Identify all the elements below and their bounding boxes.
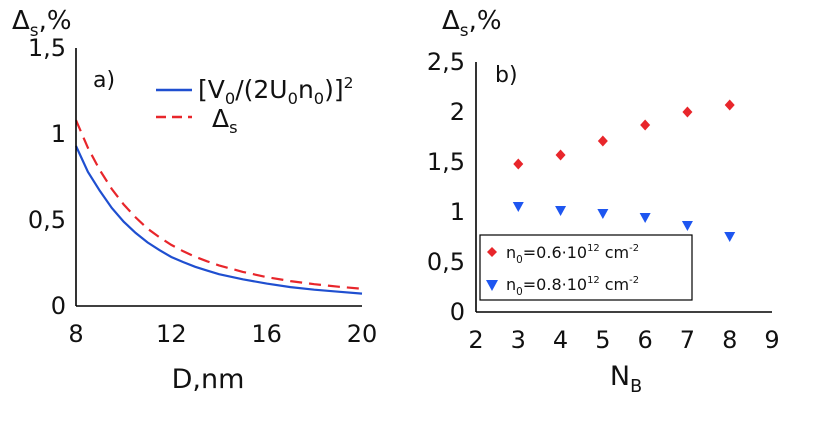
chart-b-xtick-label: 3: [511, 326, 526, 354]
chart-b-xtick-label: 9: [764, 326, 779, 354]
chart-a: Δs,% a) 0 0,5 1 1,5 8 12 16 20 D,nm [V0/(2U0n0…: [12, 6, 377, 395]
chart-b-y-ticks: 0 0,5 1 1,5 2 2,5: [427, 48, 465, 326]
chart-a-xtick-label: 12: [156, 320, 187, 348]
chart-a-xlabel: D,nm: [172, 364, 245, 395]
chart-b-ylabel: Δs,%: [442, 6, 502, 40]
chart-b-point-red: [724, 99, 735, 111]
chart-a-dashed-line: [74, 119, 363, 290]
legend-a-label-1: [V0/(2U0n0)]2: [198, 74, 354, 108]
chart-b-point-blue: [639, 213, 651, 223]
chart-b-point-red: [597, 135, 608, 147]
legend-b-diamond-marker: [487, 247, 497, 257]
chart-b-point-red: [682, 106, 693, 118]
chart-b-series: [512, 99, 736, 242]
chart-b-xtick-label: 5: [595, 326, 610, 354]
chart-a-xtick-label: 16: [251, 320, 282, 348]
chart-b-legend: n0=0.6·1012 cm-2 n0=0.8·1012 cm-2: [479, 234, 693, 301]
chart-b-point-blue: [512, 202, 524, 212]
chart-a-ytick-label: 0: [51, 292, 66, 320]
chart-b-ytick-label: 0: [450, 298, 465, 326]
chart-b-point-red: [640, 119, 651, 131]
chart-b-xlabel: NB: [610, 361, 642, 397]
chart-a-ytick-label: 1: [51, 120, 66, 148]
chart-b-panel-label: b): [495, 63, 518, 88]
chart-b-ytick-label: 1,5: [427, 148, 465, 176]
chart-a-legend: [V0/(2U0n0)]2 Δs: [156, 74, 354, 137]
chart-b-point-blue: [597, 209, 609, 219]
chart-b-ytick-label: 1: [450, 198, 465, 226]
chart-a-xtick-label: 8: [68, 320, 83, 348]
chart-b-point-blue: [724, 232, 736, 242]
chart-a-x-ticks: 8 12 16 20: [68, 320, 377, 348]
chart-a-xtick-label: 20: [347, 320, 378, 348]
legend-b-label-1: n0=0.6·1012 cm-2: [506, 243, 639, 266]
chart-b-ytick-label: 2,5: [427, 48, 465, 76]
chart-a-ylabel: Δs,%: [12, 6, 72, 40]
chart-b-ytick-label: 0,5: [427, 248, 465, 276]
chart-b-xtick-label: 7: [680, 326, 695, 354]
legend-b-label-2: n0=0.8·1012 cm-2: [506, 275, 639, 298]
legend-b-box: [479, 234, 693, 301]
chart-a-ytick-label: 0,5: [28, 206, 66, 234]
chart-b-xtick-label: 2: [468, 326, 483, 354]
chart-b-point-blue: [555, 206, 567, 216]
chart-b-xtick-label: 4: [553, 326, 568, 354]
legend-b-triangle-marker: [486, 280, 498, 291]
chart-b-point-blue: [681, 221, 693, 231]
chart-b-point-red: [555, 149, 566, 161]
chart-a-ytick-label: 1,5: [28, 34, 66, 62]
chart-b-ytick-label: 2: [450, 98, 465, 126]
chart-a-y-ticks: 0 0,5 1 1,5: [28, 34, 66, 320]
chart-a-series: [74, 119, 363, 295]
chart-b-point-red: [513, 158, 524, 170]
chart-b-xtick-label: 6: [638, 326, 653, 354]
chart-a-solid-line: [75, 145, 363, 295]
chart-b-xtick-label: 8: [722, 326, 737, 354]
chart-a-panel-label: a): [93, 68, 115, 93]
legend-a-label-2: Δs: [212, 104, 238, 137]
